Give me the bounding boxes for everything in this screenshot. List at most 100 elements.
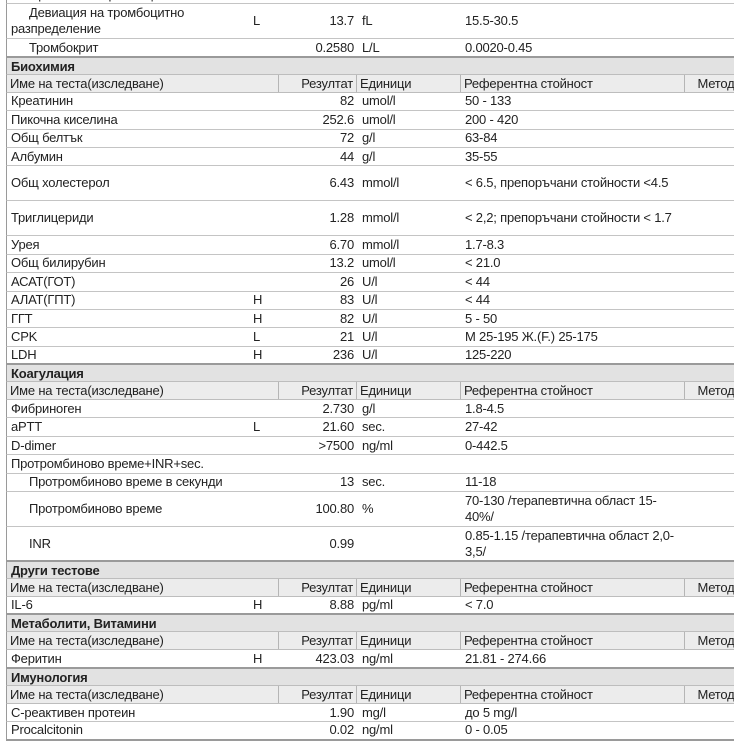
reference-range: 35-55	[465, 148, 498, 164]
test-name: Общ белтък	[11, 130, 83, 146]
units: ng/ml	[362, 437, 393, 453]
units: g/l	[362, 400, 376, 416]
test-name: АЛАТ(ГПТ)	[11, 292, 76, 308]
reference-range: 50 - 133	[465, 93, 512, 109]
table-row: Креатинин 82 umol/l 50 - 133	[6, 92, 734, 112]
units: g/l	[362, 148, 376, 164]
flag	[253, 93, 273, 110]
table-row: Общ белтък 72 g/l 63-84	[6, 129, 734, 148]
result-value	[277, 455, 354, 472]
table-row: Общ холестерол 6.43 mmol/l < 6.5, препоръч…	[6, 166, 734, 202]
table-header-row: Име на теста(изследване) Резултат Единици Р…	[6, 579, 734, 598]
test-name: Протромбиново време в секунди	[29, 474, 223, 490]
header-name: Име на теста(изследване)	[7, 382, 279, 400]
table-row: ГГТ H 82 U/l 5 - 50	[6, 309, 734, 329]
reference-range: 11-18	[465, 474, 497, 490]
table-row: D-dimer >7500 ng/ml 0-442.5	[6, 436, 734, 456]
result-value: 252.6	[322, 111, 354, 127]
table-row: АСАТ(ГОТ) 26 U/l < 44	[6, 273, 734, 292]
section-title: Коагулация	[6, 365, 734, 383]
reference-range: 70-130 /терапевтична област 15-40%/	[465, 493, 657, 525]
test-name: Общ билирубин	[11, 255, 106, 271]
result-value: 44	[339, 148, 354, 164]
test-name: Тромбокрит	[29, 39, 99, 55]
flag	[253, 130, 273, 147]
test-name: aPTT	[11, 419, 42, 435]
units: mg/l	[362, 704, 386, 720]
header-units: Единици	[357, 579, 461, 597]
reference-range: < 7.0	[465, 597, 494, 613]
test-name: D-dimer	[11, 437, 56, 453]
header-method: Метод	[697, 383, 734, 399]
table-row: Общ билирубин 13.2 umol/l < 21.0	[6, 254, 734, 274]
units: mmol/l	[362, 175, 400, 191]
reference-range: 15.5-30.5	[465, 13, 519, 29]
flag: H	[253, 650, 263, 666]
reference-range: до 5 mg/l	[465, 704, 518, 720]
flag	[253, 273, 273, 290]
header-name: Име на теста(изследване)	[7, 632, 279, 650]
header-name: Име на теста(изследване)	[7, 579, 279, 597]
flag: L	[253, 419, 261, 435]
header-result: Резултат	[279, 685, 357, 703]
table-row: Ср. обем на тромбоцитите fL	[6, 0, 734, 5]
reference-range: 1.7-8.3	[465, 237, 505, 253]
table-row: Девиация на тромбоцитно разпределение L 13…	[6, 4, 734, 40]
flag	[253, 527, 273, 560]
units: sec.	[362, 474, 386, 490]
result-value: 26	[339, 273, 354, 289]
flag	[253, 236, 273, 253]
table-row: CPK L 21 U/l М 25-195 Ж.(F.) 25-175	[6, 328, 734, 347]
flag	[253, 148, 273, 165]
reference-range: < 21.0	[465, 255, 501, 271]
result-value: 423.03	[315, 650, 354, 666]
units	[362, 527, 462, 560]
section-title: Биохимия	[6, 57, 734, 75]
reference-range: < 2,2; препоръчани стойности < 1.7	[465, 210, 672, 226]
reference-range	[465, 455, 685, 472]
table-row: Албумин 44 g/l 35-55	[6, 147, 734, 167]
reference-range: 0-442.5	[465, 437, 508, 453]
result-value: 13.7	[329, 13, 354, 29]
flag	[253, 722, 273, 738]
reference-range: 5 - 50	[465, 310, 498, 326]
test-name: Протромбиново време+INR+sec.	[11, 455, 204, 471]
flag	[253, 255, 273, 272]
test-name: АСАТ(ГОТ)	[11, 273, 76, 289]
table-row: aPTT L 21.60 sec. 27-42	[6, 418, 734, 437]
units: mmol/l	[362, 210, 400, 226]
result-value: 21.60	[322, 419, 354, 435]
test-name: Албумин	[11, 148, 63, 164]
result-value: 8.88	[329, 597, 354, 613]
result-value: 13.2	[329, 255, 354, 271]
result-value: 0.2580	[315, 39, 354, 55]
test-name: Девиация на тромбоцитно разпределение	[11, 5, 185, 37]
test-name: ГГТ	[11, 310, 33, 326]
reference-range: 200 - 420	[465, 111, 519, 127]
flag	[253, 455, 273, 472]
reference-range: 125-220	[465, 346, 512, 362]
flag	[253, 111, 273, 128]
flag: H	[253, 292, 263, 308]
result-value: 236	[332, 346, 354, 362]
result-value: 72	[339, 130, 354, 146]
header-reference: Референтна стойност	[461, 382, 685, 400]
table-row: Протромбиново време 100.80% 70-130 /терап…	[6, 492, 734, 528]
header-result: Резултат	[279, 632, 357, 650]
flag	[253, 492, 273, 526]
flag	[253, 201, 273, 235]
reference-range: < 6.5, препоръчани стойности <4.5	[465, 175, 669, 191]
table-row: Феритин H 423.03 ng/ml 21.81 - 274.66	[6, 650, 734, 669]
table-header-row: Име на теста(изследване) Резултат Единици Р…	[6, 685, 734, 704]
test-name: Ср. обем на тромбоцитите	[29, 0, 279, 3]
units: L/L	[362, 39, 380, 55]
units: fL	[362, 13, 373, 29]
flag	[253, 400, 273, 417]
table-header-row: Име на теста(изследване) Резултат Единици Р…	[6, 74, 734, 93]
units: U/l	[362, 292, 378, 308]
flag	[253, 704, 273, 721]
test-name: INR	[29, 535, 51, 551]
table-header-row: Име на теста(изследване) Резултат Единици Р…	[6, 382, 734, 401]
header-reference: Референтна стойност	[461, 74, 685, 92]
header-reference: Референтна стойност	[461, 579, 685, 597]
